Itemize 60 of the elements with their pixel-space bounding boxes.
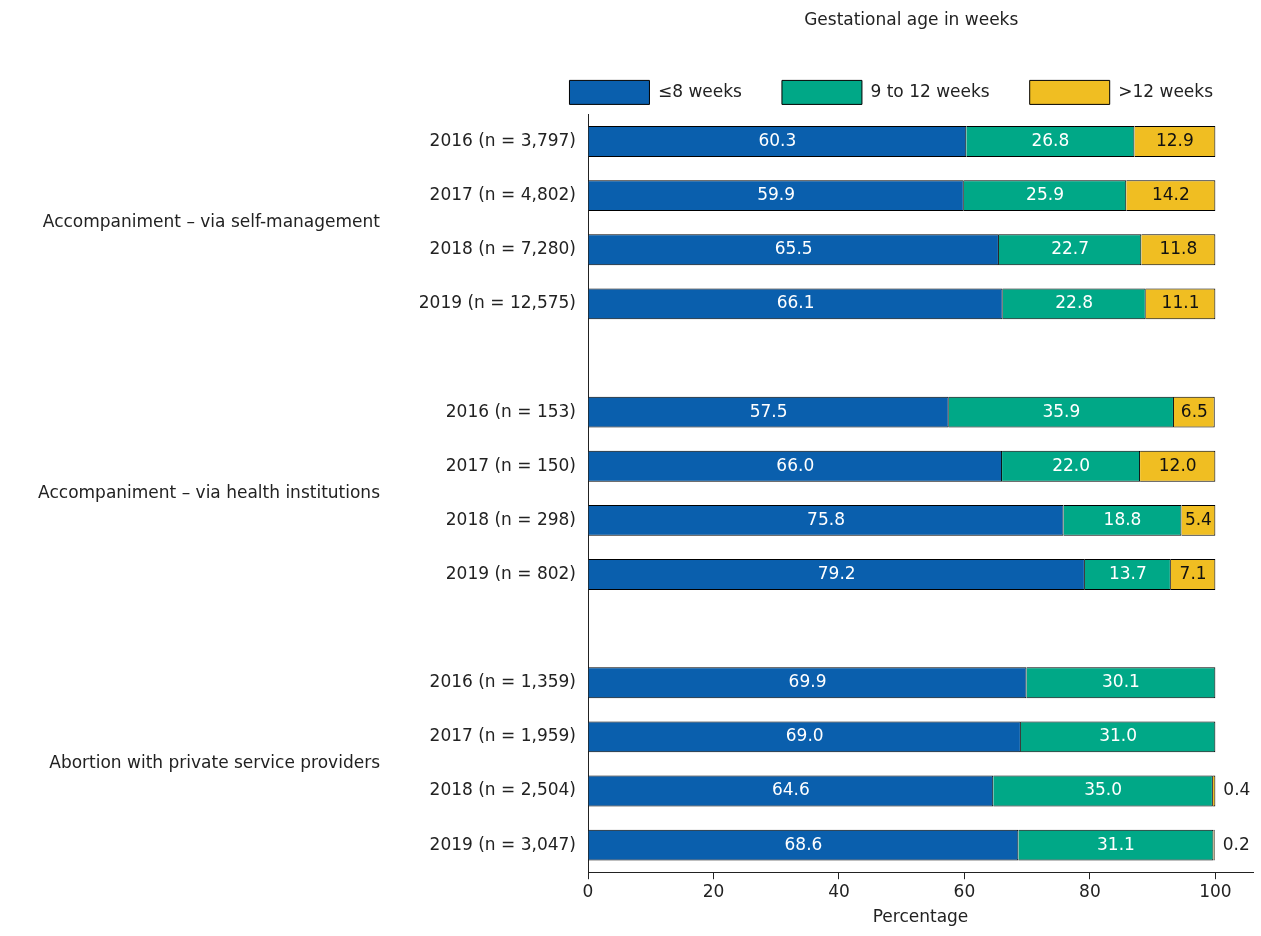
- data-label: 12.9: [1155, 129, 1194, 150]
- data-label: 75.8: [807, 508, 845, 529]
- data-label: 68.6: [784, 833, 823, 854]
- data-label: 64.6: [771, 779, 810, 800]
- data-label: 31.0: [1099, 725, 1138, 746]
- data-label: 30.1: [1102, 671, 1140, 692]
- data-label: 59.9: [757, 184, 796, 205]
- data-label: 5.4: [1184, 508, 1212, 529]
- data-label: 0.2: [1222, 833, 1250, 854]
- x-tick-label: 60: [953, 880, 976, 901]
- data-label: 14.2: [1151, 184, 1190, 205]
- data-label: 22.7: [1051, 238, 1090, 259]
- data-label: 31.1: [1096, 833, 1135, 854]
- legend-title: Gestational age in weeks: [804, 8, 1019, 29]
- data-label: 13.7: [1108, 562, 1147, 583]
- data-label: 35.0: [1084, 779, 1122, 800]
- data-label: 0.4: [1223, 779, 1251, 800]
- data-label: 25.9: [1026, 184, 1064, 205]
- x-tick-label: 20: [702, 880, 725, 901]
- y-tick-label: 2016 (n = 1,359): [429, 671, 576, 692]
- data-label: 69.0: [785, 725, 824, 746]
- data-label: 57.5: [749, 400, 788, 421]
- data-label: 66.1: [776, 292, 815, 313]
- x-tick-label: 40: [828, 880, 850, 901]
- x-tick-label: 80: [1079, 880, 1101, 901]
- x-tick-label: 100: [1199, 880, 1232, 901]
- y-tick-label: 2016 (n = 3,797): [429, 129, 576, 150]
- data-label: 26.8: [1031, 129, 1070, 150]
- y-tick-label: 2017 (n = 1,959): [429, 725, 576, 746]
- y-tick-label: 2017 (n = 150): [445, 454, 576, 475]
- data-label: 18.8: [1103, 508, 1142, 529]
- data-label: 7.1: [1179, 562, 1207, 583]
- y-tick-label: 2018 (n = 7,280): [429, 238, 576, 259]
- y-tick-label: 2019 (n = 3,047): [429, 833, 576, 854]
- y-tick-label: 2019 (n = 12,575): [418, 292, 576, 313]
- data-label: 12.0: [1158, 454, 1197, 475]
- data-label: 22.0: [1052, 454, 1090, 475]
- y-tick-label: 2018 (n = 298): [445, 508, 576, 529]
- legend-label: ≤8 weeks: [657, 80, 743, 101]
- data-label: 35.9: [1042, 400, 1081, 421]
- text: Abortion with private service providers: [49, 752, 381, 773]
- y-tick-label: 2019 (n = 802): [445, 562, 576, 583]
- data-label: 11.8: [1159, 238, 1198, 259]
- data-label: 66.0: [776, 454, 815, 475]
- data-label: 60.3: [758, 129, 797, 150]
- y-tick-label: 2018 (n = 2,504): [429, 779, 576, 800]
- data-label: 69.9: [788, 671, 827, 692]
- x-tick-label: 0: [582, 880, 594, 901]
- data-label: 6.5: [1180, 400, 1208, 421]
- y-tick-label: 2016 (n = 153): [445, 400, 576, 421]
- data-label: 11.1: [1161, 292, 1200, 313]
- text: Accompaniment – via health institutions: [38, 481, 381, 502]
- x-axis-title: Percentage: [872, 906, 969, 927]
- legend-label: 9 to 12 weeks: [870, 80, 990, 101]
- y-tick-label: 2017 (n = 4,802): [429, 184, 576, 205]
- data-label: 79.2: [817, 562, 856, 583]
- text: Accompaniment – via self-management: [42, 211, 381, 232]
- data-label: 22.8: [1055, 292, 1094, 313]
- legend-label: >12 weeks: [1118, 80, 1214, 101]
- data-label: 65.5: [774, 238, 813, 259]
